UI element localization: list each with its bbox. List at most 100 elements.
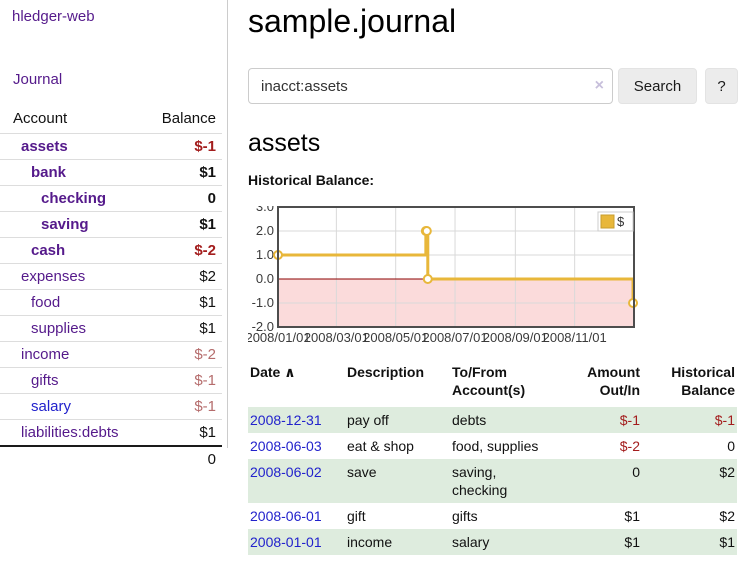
account-name-cell: checking	[0, 185, 148, 212]
legend-label: $	[617, 214, 625, 229]
search-form: × Search ?	[248, 68, 742, 104]
account-balance: $-2	[147, 237, 222, 264]
transaction-date-link[interactable]: 2008-01-01	[250, 534, 322, 550]
account-balance: $1	[147, 419, 222, 446]
account-row: food $1	[0, 289, 222, 316]
account-name-cell: expenses	[0, 263, 148, 290]
date-cell: 2008-01-01	[248, 529, 345, 555]
accounts-cell: salary	[452, 534, 490, 550]
account-link[interactable]: salary	[31, 398, 72, 415]
description-cell: gift	[347, 508, 366, 524]
account-balance: $1	[147, 315, 222, 342]
account-row: saving $1	[0, 211, 222, 238]
accounts-table: Account Balance assets $-1 bank $1 checking 0…	[0, 107, 222, 472]
date-cell: 2008-06-03	[248, 433, 345, 459]
account-row: bank $1	[0, 159, 222, 186]
data-point-marker	[421, 226, 432, 236]
transaction-date-link[interactable]: 2008-06-03	[250, 438, 322, 454]
clear-search-icon[interactable]: ×	[594, 77, 604, 94]
balance-cell: $-1	[714, 412, 735, 428]
transaction-date-link[interactable]: 2008-06-02	[250, 464, 322, 480]
account-row: checking 0	[0, 185, 222, 212]
account-row: expenses $2	[0, 263, 222, 290]
description-cell: income	[347, 534, 393, 550]
accounts-cell: food, supplies	[452, 438, 539, 454]
account-name-cell: cash	[0, 237, 148, 264]
search-button[interactable]: Search	[618, 68, 697, 104]
x-axis-label: 2008/07/01	[422, 330, 487, 345]
account-name-cell: salary	[0, 393, 148, 420]
col-header-amount: Amount Out/In	[587, 364, 640, 398]
register-header-row: Date ∧ Description To/From Account(s) Am…	[248, 361, 737, 407]
account-name-cell: food	[0, 289, 148, 316]
search-input[interactable]	[248, 68, 613, 104]
account-balance: $1	[147, 211, 222, 238]
account-link[interactable]: bank	[31, 164, 67, 181]
account-balance: $-1	[147, 133, 222, 160]
search-field-wrap: ×	[248, 68, 613, 104]
y-axis-label: 1.0	[256, 247, 274, 262]
x-axis-label: 2008/01/01	[248, 330, 311, 345]
accounts-cell: gifts	[452, 508, 478, 524]
data-point-marker	[422, 274, 433, 284]
transaction-date-link[interactable]: 2008-06-01	[250, 508, 322, 524]
chart-border	[277, 206, 635, 328]
sidebar-item-journal[interactable]: Journal	[13, 71, 63, 88]
balance-column-header: Balance	[161, 110, 216, 127]
account-column-header: Account	[13, 110, 68, 127]
account-link[interactable]: checking	[41, 190, 107, 207]
date-header-label: Date	[250, 364, 281, 380]
date-cell: 2008-06-02	[248, 459, 345, 503]
account-row: liabilities:debts $1	[0, 419, 222, 446]
historical-balance-chart: 3.0 2.0 1.0 0.0 -1.0 -2.0 2008/01/01 2008/03/01…	[245, 199, 742, 352]
account-link[interactable]: food	[31, 294, 61, 311]
sidebar: hledger-web Journal Account Balance asse…	[0, 0, 228, 472]
date-cell: 2008-12-31	[248, 407, 345, 433]
account-link[interactable]: liabilities:debts	[21, 424, 119, 441]
accounts-body: assets $-1 bank $1 checking 0 saving $1 cash $-2 e…	[0, 133, 222, 446]
col-header-date[interactable]: Date ∧	[248, 361, 345, 407]
amount-cell: $-2	[619, 438, 640, 454]
amount-cell: $-1	[619, 412, 640, 428]
account-name-cell: supplies	[0, 315, 148, 342]
app-title-link[interactable]: hledger-web	[12, 8, 95, 25]
y-axis-label: 0.0	[256, 271, 274, 286]
sort-asc-icon: ∧	[284, 364, 296, 380]
description-cell: save	[347, 464, 377, 480]
x-axis-label: 2008/09/01	[483, 330, 548, 345]
account-link[interactable]: saving	[41, 216, 89, 233]
balance-cell: 0	[727, 438, 735, 454]
account-link[interactable]: assets	[21, 138, 68, 155]
account-link[interactable]: income	[21, 346, 70, 363]
balance-cell: $2	[719, 464, 735, 480]
account-balance: $-1	[147, 367, 222, 394]
account-link[interactable]: gifts	[31, 372, 59, 389]
account-row: assets $-1	[0, 133, 222, 160]
date-cell: 2008-06-01	[248, 503, 345, 529]
account-name-cell: saving	[0, 211, 148, 238]
account-name-cell: gifts	[0, 367, 148, 394]
x-axis-label: 2008/05/01	[363, 330, 428, 345]
balance-cell: $2	[719, 508, 735, 524]
accounts-total-row: 0	[0, 445, 222, 472]
description-cell: pay off	[347, 412, 389, 428]
total-spacer	[0, 445, 148, 472]
help-button[interactable]: ?	[705, 68, 738, 104]
account-link[interactable]: expenses	[21, 268, 86, 285]
balance-cell: $1	[719, 534, 735, 550]
register-body: 2008-12-31 pay off debts $-1 $-1 2008-06-03 ea…	[248, 407, 737, 555]
account-link[interactable]: cash	[31, 242, 66, 259]
x-axis-label: 2008/03/01	[304, 330, 369, 345]
account-row: salary $-1	[0, 393, 222, 420]
transaction-date-link[interactable]: 2008-12-31	[250, 412, 322, 428]
y-axis-label: 3.0	[256, 206, 274, 214]
table-row: 2008-06-01 gift gifts $1 $2	[248, 503, 737, 529]
col-header-accounts: To/From Account(s)	[452, 364, 526, 398]
y-axis-label: -2.0	[252, 319, 274, 334]
account-name-cell: liabilities:debts	[0, 419, 148, 446]
y-axis-label: 2.0	[256, 223, 274, 238]
account-link[interactable]: supplies	[31, 320, 87, 337]
accounts-cell: debts	[452, 412, 487, 428]
account-name-cell: bank	[0, 159, 148, 186]
